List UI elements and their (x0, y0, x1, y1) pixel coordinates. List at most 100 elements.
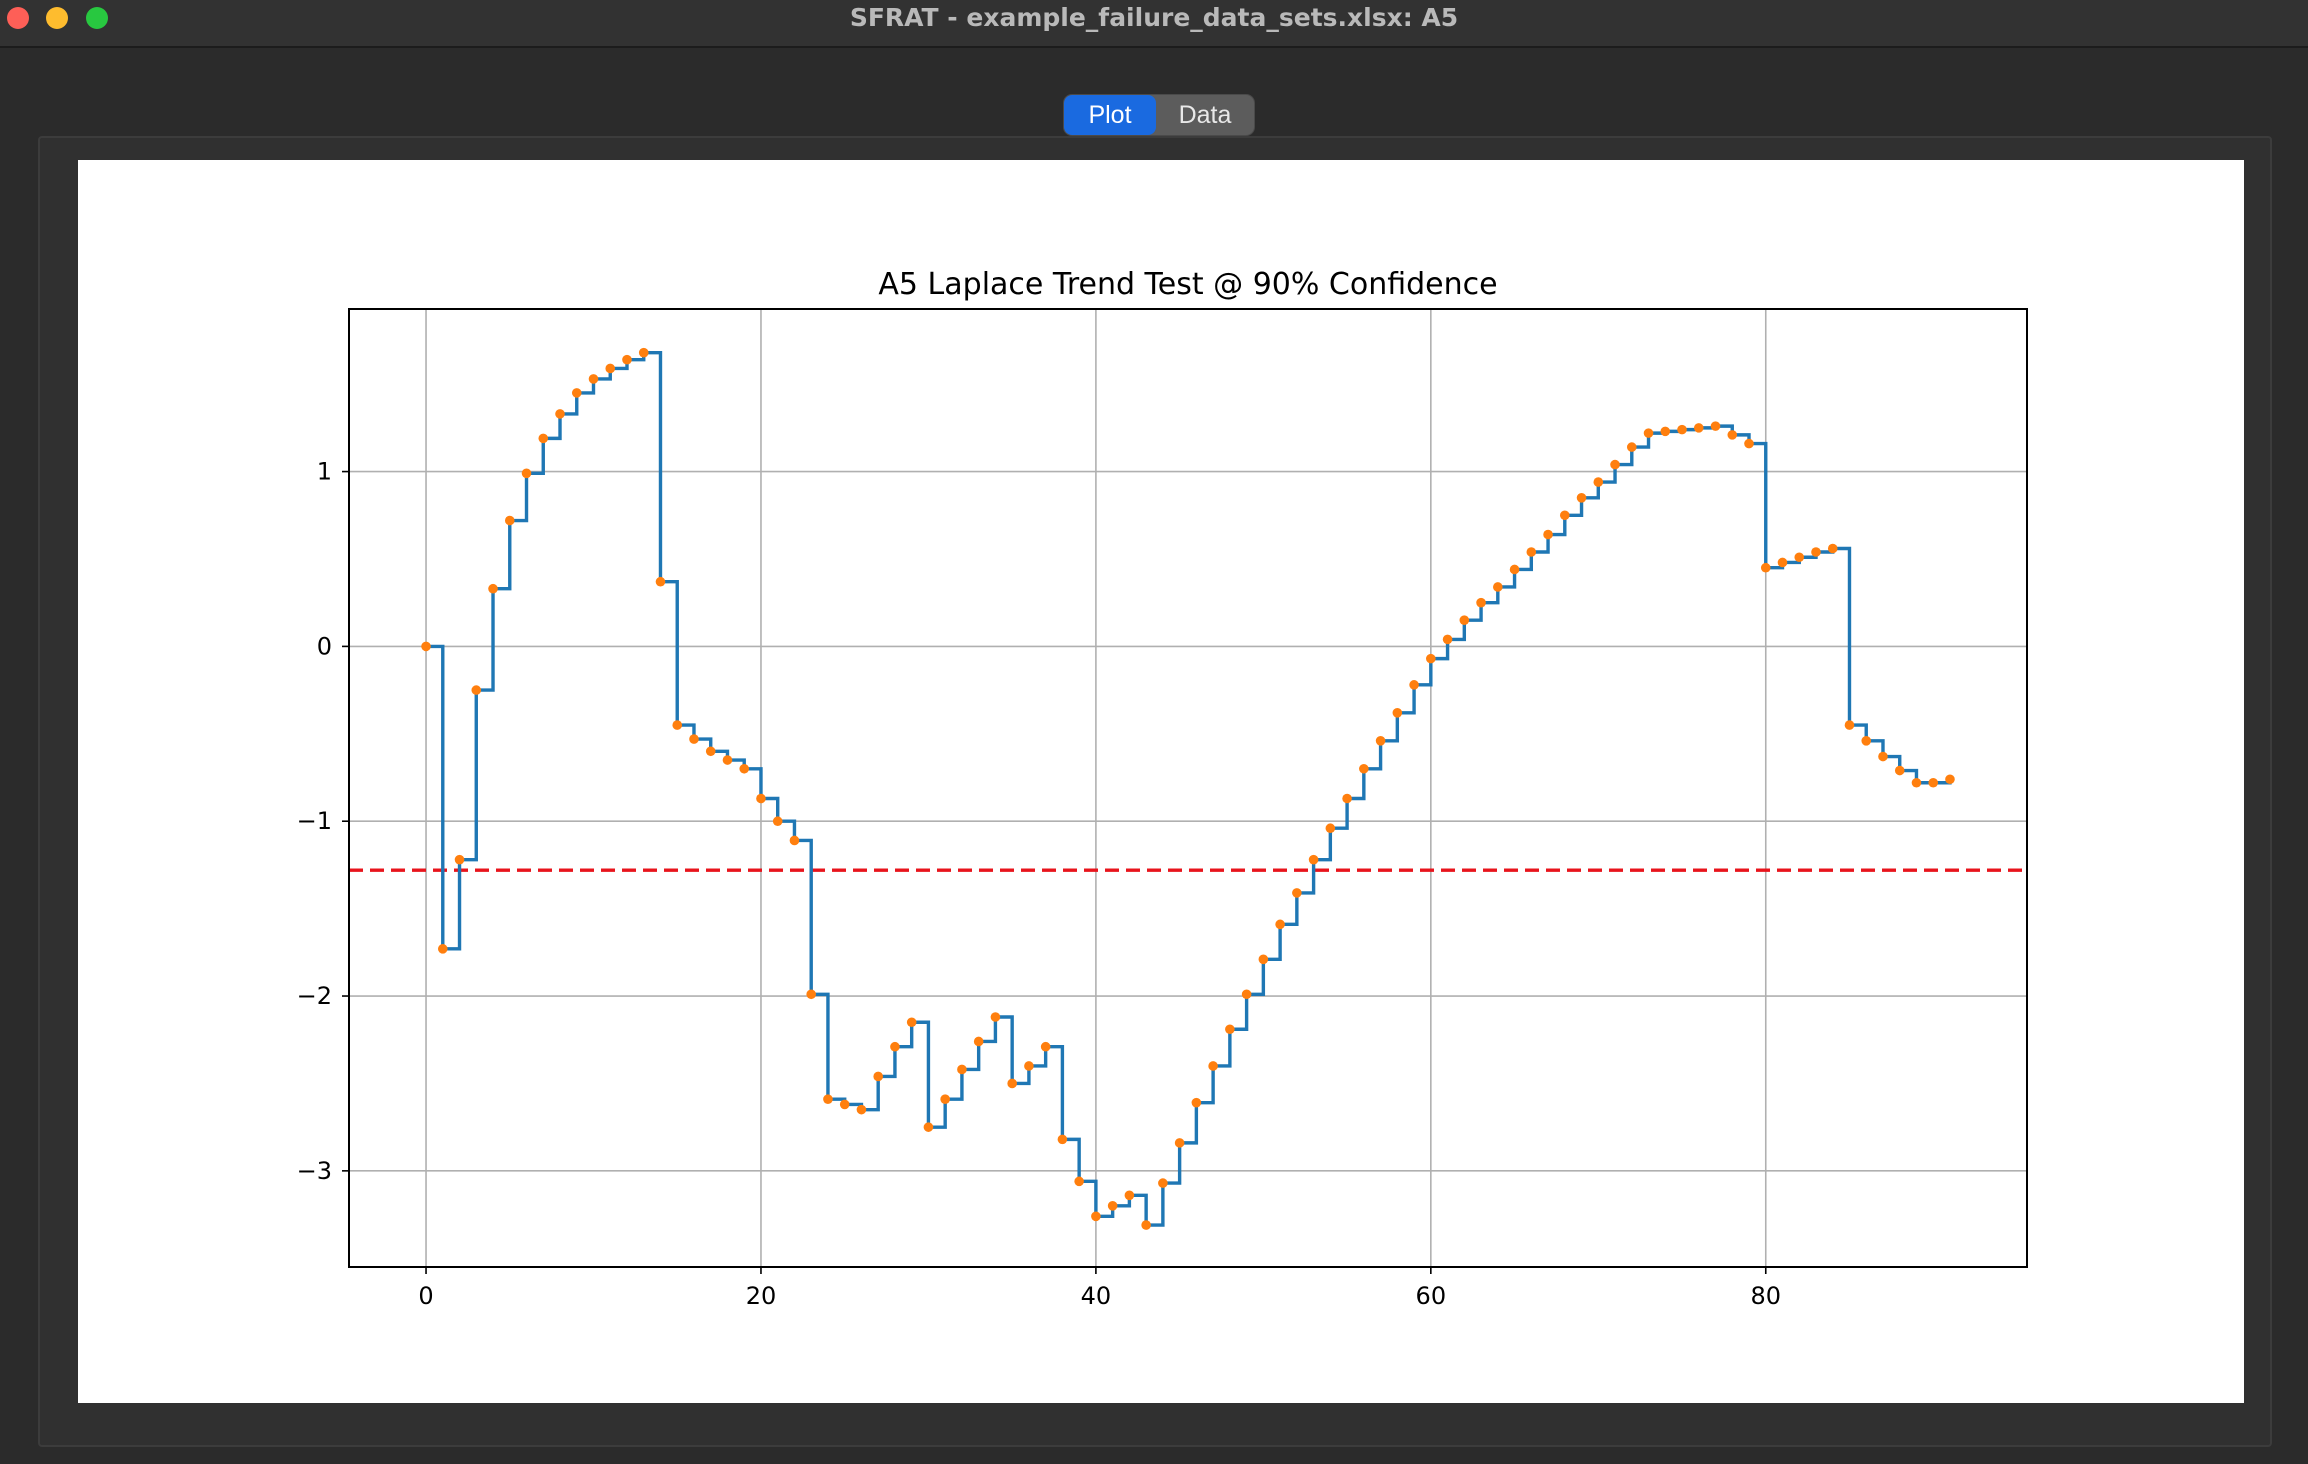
data-point (1493, 582, 1503, 592)
y-tick-label: −1 (297, 807, 332, 835)
data-point (1543, 529, 1553, 540)
data-point (1174, 1138, 1185, 1148)
x-tick-label: 40 (1081, 1282, 1112, 1310)
data-point (1476, 597, 1486, 608)
data-point (722, 755, 733, 765)
data-point (1091, 1211, 1101, 1222)
data-point (739, 763, 750, 774)
data-point (1878, 751, 1888, 762)
x-tick-label: 0 (418, 1282, 433, 1310)
tab-data[interactable]: Data (1178, 101, 1232, 129)
data-point (1677, 424, 1687, 435)
y-tick-label: −2 (297, 982, 332, 1010)
data-point (638, 347, 649, 358)
data-point (1325, 823, 1336, 834)
data-point (555, 409, 565, 419)
data-point (1258, 954, 1269, 965)
data-point (1760, 562, 1771, 573)
data-point (588, 374, 599, 384)
data-point (1593, 477, 1604, 487)
data-point (1844, 720, 1855, 730)
data-point (1074, 1176, 1084, 1187)
data-point (1191, 1097, 1202, 1108)
data-point (705, 746, 716, 757)
data-point (973, 1036, 984, 1047)
data-point (672, 720, 683, 730)
data-point (1710, 421, 1721, 431)
data-point (1225, 1024, 1235, 1035)
data-point (454, 854, 465, 865)
data-point (571, 388, 582, 398)
data-point (1124, 1190, 1135, 1201)
data-point (1827, 543, 1838, 554)
data-point (488, 583, 498, 594)
data-point (1442, 634, 1453, 645)
data-point (1409, 680, 1419, 690)
plot-canvas: 0 20 40 60 80 −3 −2 −1 0 1 A5 Laplace Trend Test … (78, 160, 2244, 1403)
view-tab-switcher: Plot Data (1064, 95, 1254, 135)
data-point (655, 576, 666, 587)
data-point (605, 363, 616, 374)
data-point (1928, 777, 1939, 788)
x-tick-label: 20 (746, 1282, 777, 1310)
data-point (1911, 777, 1922, 788)
data-point (1292, 888, 1302, 898)
data-point (990, 1012, 1001, 1022)
data-point (1392, 708, 1403, 718)
data-point (839, 1099, 850, 1110)
data-point (890, 1041, 900, 1052)
data-point (538, 433, 549, 444)
data-point (906, 1017, 917, 1028)
data-point (1526, 547, 1537, 557)
data-point (521, 468, 532, 479)
data-point (1945, 774, 1955, 785)
data-point (806, 989, 817, 1000)
data-point (1576, 493, 1587, 503)
data-point (1894, 765, 1905, 776)
y-tick-label: −3 (297, 1157, 332, 1185)
data-point (1509, 564, 1520, 575)
data-point (1744, 438, 1754, 449)
data-point (873, 1071, 883, 1082)
data-point (923, 1122, 934, 1132)
data-point (504, 515, 515, 526)
data-point (1861, 735, 1872, 746)
minimize-window-button[interactable] (46, 7, 68, 29)
laplace-trend-chart: 0 20 40 60 80 −3 −2 −1 0 1 A5 Laplace Trend Test … (297, 267, 2028, 1310)
window-title: SFRAT - example_failure_data_sets.xlsx: … (849, 3, 1459, 32)
data-point (772, 816, 783, 827)
data-point (1660, 426, 1671, 437)
data-point (1794, 552, 1805, 563)
data-point (1777, 557, 1788, 568)
data-point (1107, 1201, 1118, 1211)
data-point (1057, 1134, 1068, 1145)
data-point (823, 1094, 833, 1104)
zoom-window-button[interactable] (86, 7, 108, 29)
data-point (689, 734, 699, 744)
x-tick-label: 80 (1750, 1282, 1781, 1310)
data-point (1610, 459, 1620, 470)
data-point (1359, 763, 1369, 774)
data-point (1308, 854, 1319, 865)
data-point (421, 641, 431, 652)
data-point (1208, 1061, 1218, 1071)
data-point (1811, 547, 1821, 557)
data-point (1693, 423, 1704, 433)
data-point (437, 944, 448, 954)
data-point (1040, 1041, 1051, 1052)
data-point (756, 793, 766, 804)
laplace-step-line (426, 351, 1952, 1227)
data-point (1007, 1078, 1017, 1089)
tab-plot[interactable]: Plot (1064, 95, 1156, 135)
x-tick-label: 60 (1416, 1282, 1447, 1310)
data-point (1459, 615, 1470, 625)
plot-frame (348, 308, 2028, 1268)
data-point (1342, 793, 1352, 804)
y-tick-label: 1 (317, 458, 332, 486)
close-window-button[interactable] (7, 7, 29, 29)
data-point (1626, 442, 1637, 452)
data-point (1559, 510, 1570, 521)
data-point (622, 354, 632, 365)
title-bar: SFRAT - example_failure_data_sets.xlsx: … (0, 0, 2308, 48)
data-point (1426, 653, 1436, 664)
